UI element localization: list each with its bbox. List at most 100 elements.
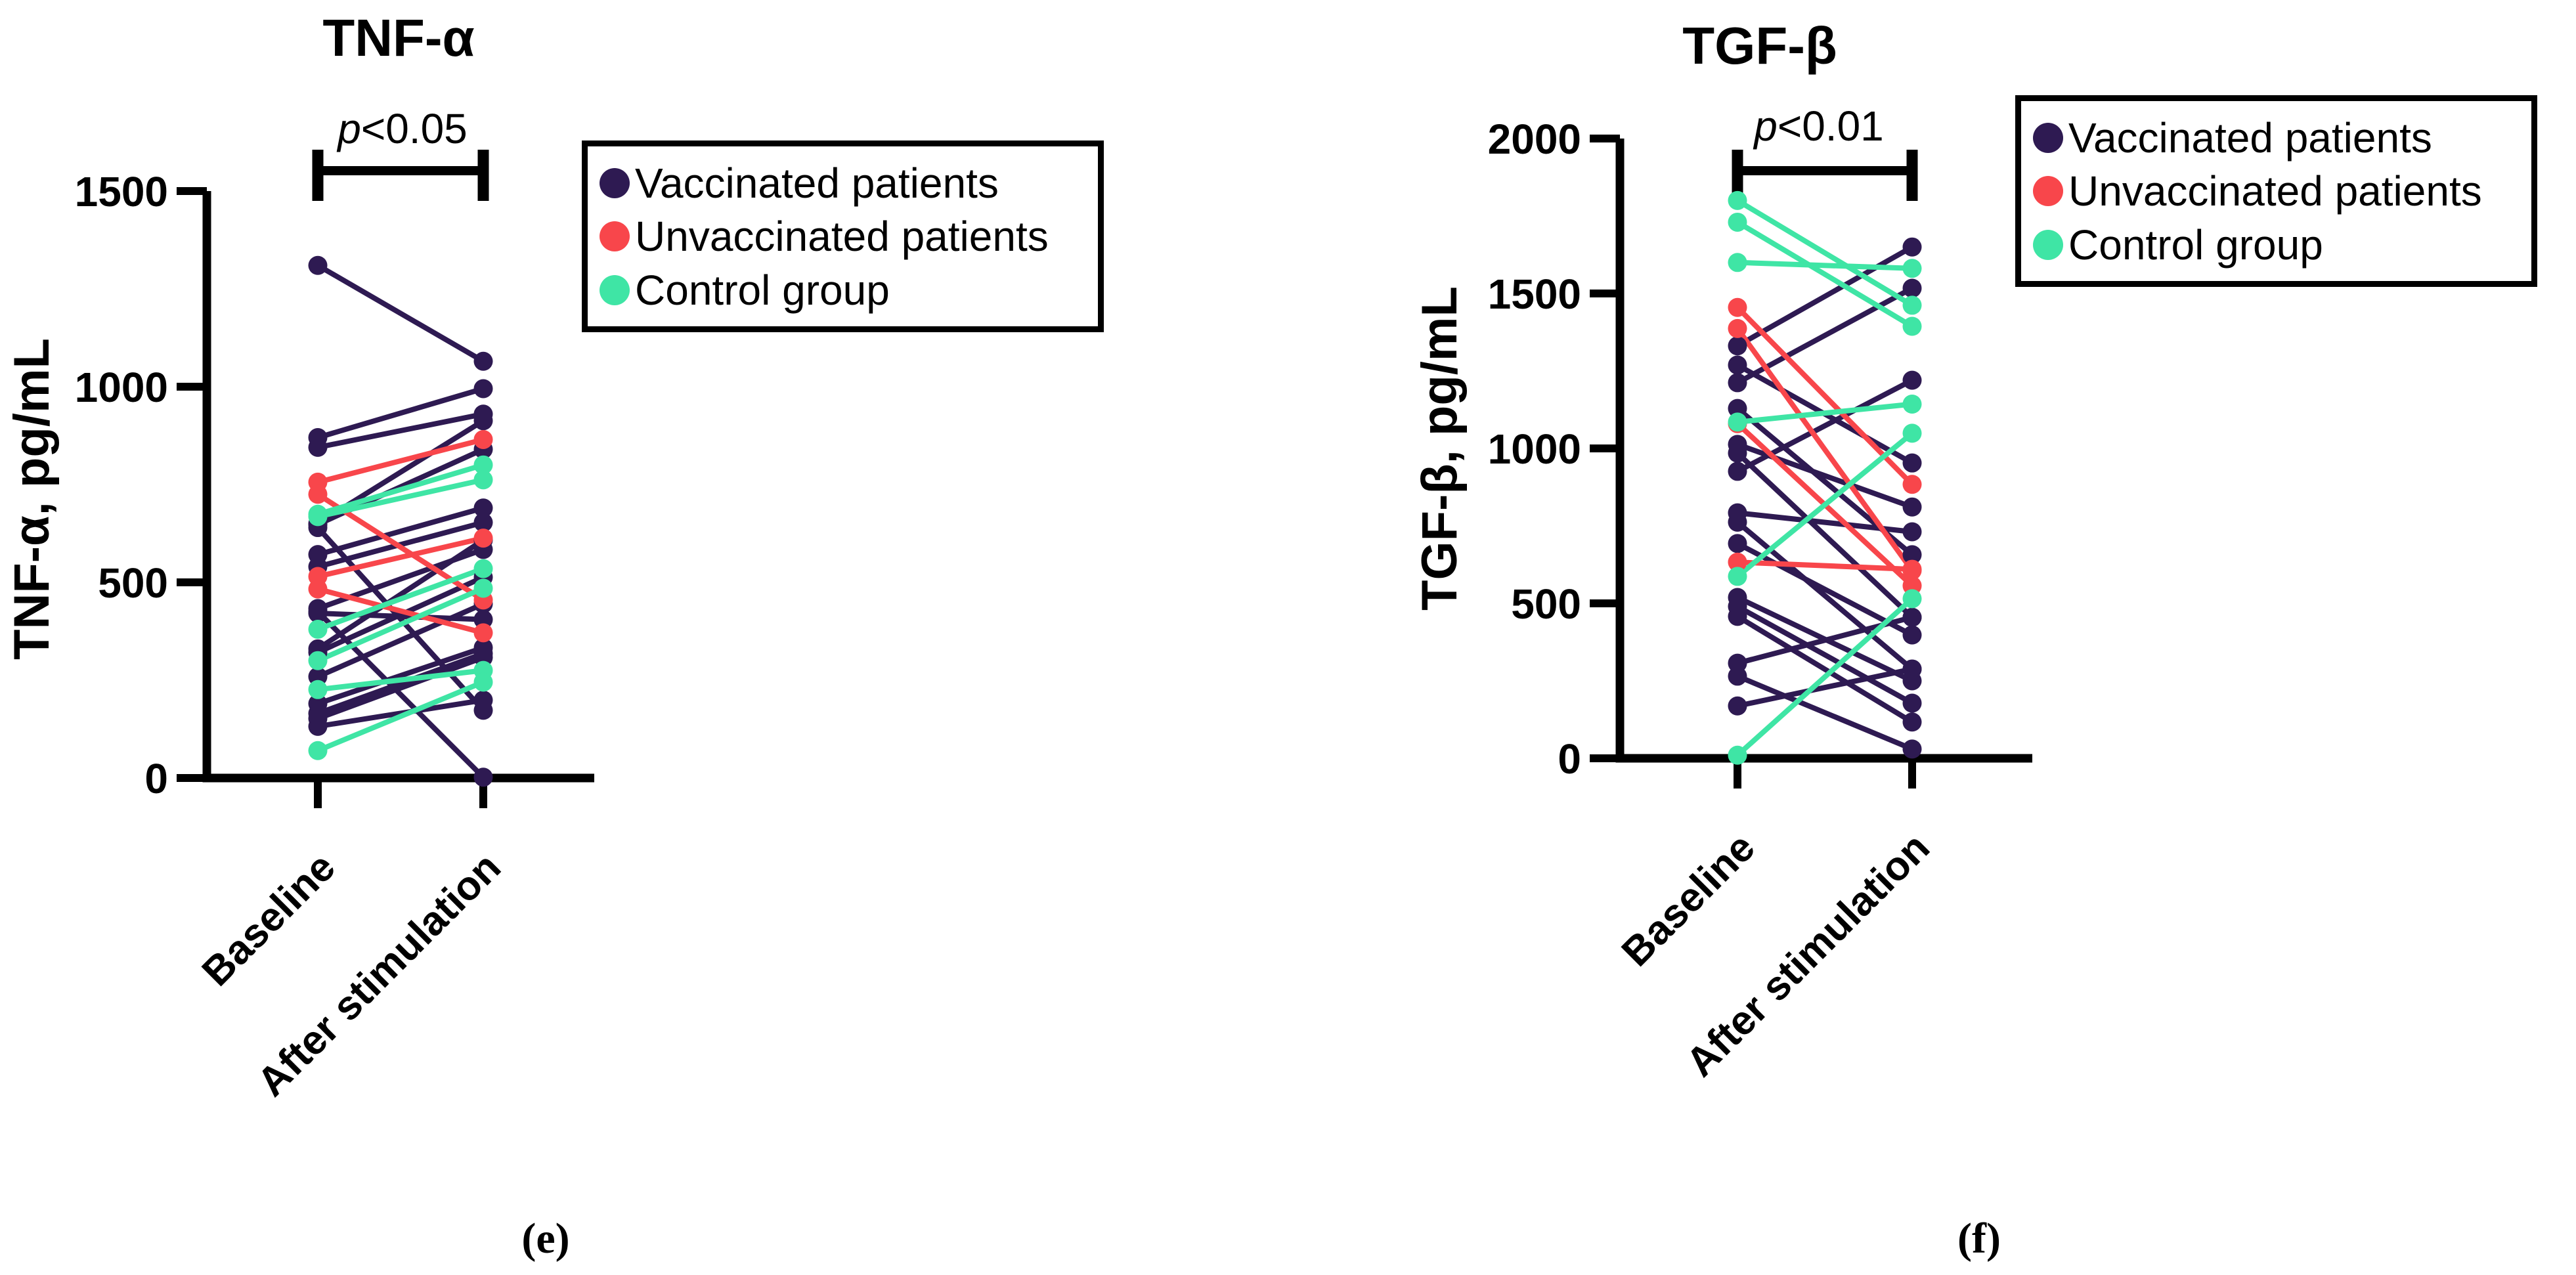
y-tick-label: 2000 <box>1488 116 1581 163</box>
data-point-baseline <box>1728 253 1747 272</box>
data-point-after <box>1902 659 1922 679</box>
data-point-after <box>1902 739 1922 759</box>
data-point-after <box>1902 395 1922 414</box>
data-point-baseline <box>1728 534 1747 553</box>
pair-line <box>1736 378 1913 474</box>
legend-item-unvaccinated: Unvaccinated patients <box>600 215 1091 257</box>
pair-line <box>1736 451 1914 620</box>
pair-line <box>317 668 484 693</box>
data-point-after <box>1902 559 1922 579</box>
data-point-after <box>473 498 493 518</box>
pair-line <box>1737 559 1913 573</box>
pair-line <box>317 586 485 636</box>
pair-line <box>1737 666 1913 709</box>
pair-line <box>1736 520 1914 672</box>
data-point-baseline <box>1728 336 1747 356</box>
data-point-after <box>473 429 493 449</box>
tnf-pvalue-rest: <0.05 <box>360 105 468 152</box>
significance-bracket-cap <box>1906 150 1918 201</box>
pair-line <box>317 437 484 485</box>
tnf-pvalue-label: p<0.05 <box>338 104 468 153</box>
data-point-after <box>1902 497 1922 517</box>
pair-line <box>317 566 485 632</box>
unvaccinated-dot-icon <box>600 221 630 251</box>
pair-line <box>317 651 485 716</box>
caption-panel-e: (e) <box>521 1215 570 1263</box>
pair-line <box>1736 596 1914 758</box>
significance-bracket-cap <box>312 150 324 201</box>
data-point-baseline <box>1728 745 1747 765</box>
data-point-after <box>473 411 493 431</box>
tgf-chart-title: TGF-β <box>1682 16 1837 75</box>
data-point-after <box>1902 576 1922 595</box>
tnf-legend-box: Vaccinated patients Unvaccinated patient… <box>582 140 1104 332</box>
data-point-after <box>1902 295 1922 315</box>
data-point-baseline <box>1728 552 1747 572</box>
tgf-pvalue-rest: <0.01 <box>1777 102 1884 150</box>
pair-line <box>1736 431 1914 579</box>
unvaccinated-dot-icon <box>2033 176 2063 206</box>
data-point-after <box>1902 589 1922 609</box>
data-point-after <box>1902 453 1922 473</box>
pair-line <box>317 535 484 579</box>
vaccinated-dot-icon <box>600 167 630 198</box>
y-tick-label: 1500 <box>75 168 168 215</box>
data-point-baseline <box>308 716 328 736</box>
data-point-after <box>473 529 493 548</box>
legend-item-unvaccinated: Unvaccinated patients <box>2033 170 2525 212</box>
pair-line <box>316 538 485 651</box>
data-point-after <box>473 610 493 630</box>
y-tick-label: 500 <box>1511 580 1581 628</box>
pair-line <box>317 601 485 680</box>
tgf-pvalue-p: p <box>1754 102 1778 150</box>
tgf-pvalue-label: p<0.01 <box>1754 102 1884 150</box>
legend-item-control: Control group <box>2033 224 2525 266</box>
data-point-after <box>473 379 493 399</box>
pair-line <box>316 263 485 364</box>
data-point-after <box>473 578 493 598</box>
control-dot-icon <box>2033 229 2063 260</box>
data-point-baseline <box>1728 462 1747 481</box>
significance-bracket-cap <box>477 150 489 201</box>
data-point-baseline <box>1728 399 1747 418</box>
legend-item-control: Control group <box>600 269 1091 311</box>
data-point-after <box>1902 316 1922 336</box>
legend-item-vaccinated: Vaccinated patients <box>2033 117 2525 159</box>
pair-line <box>317 645 485 706</box>
y-tick-label: 1000 <box>1488 425 1581 473</box>
data-point-after <box>1902 693 1922 713</box>
data-point-baseline <box>1728 696 1747 716</box>
data-point-after <box>473 559 493 578</box>
caption-panel-f: (f) <box>1957 1215 2001 1263</box>
data-point-baseline <box>308 680 328 699</box>
data-point-baseline <box>1728 666 1747 686</box>
data-point-after <box>1902 545 1922 565</box>
control-dot-icon <box>600 274 630 305</box>
pair-line <box>1736 198 1914 308</box>
pair-line <box>1735 326 1915 573</box>
data-point-baseline <box>308 485 328 504</box>
legend-item-label: Vaccinated patients <box>2068 114 2432 162</box>
pair-line <box>1736 244 1913 349</box>
data-point-baseline <box>1728 567 1747 586</box>
data-point-after <box>473 701 493 720</box>
pair-line <box>317 505 485 557</box>
pair-line <box>317 477 484 519</box>
data-point-after <box>473 513 493 532</box>
pair-line <box>1737 401 1913 425</box>
data-point-after <box>1902 712 1922 732</box>
data-point-baseline <box>308 620 328 639</box>
significance-bracket-bar <box>318 166 483 175</box>
legend-item-label: Control group <box>635 266 890 314</box>
y-tick-label: 0 <box>144 755 168 802</box>
data-point-after <box>1902 423 1922 443</box>
data-point-baseline <box>1728 607 1747 626</box>
y-tick-label: 500 <box>98 559 168 607</box>
data-point-after <box>1902 370 1922 390</box>
data-point-after <box>1902 278 1922 298</box>
legend-item-label: Unvaccinated patients <box>635 213 1049 260</box>
